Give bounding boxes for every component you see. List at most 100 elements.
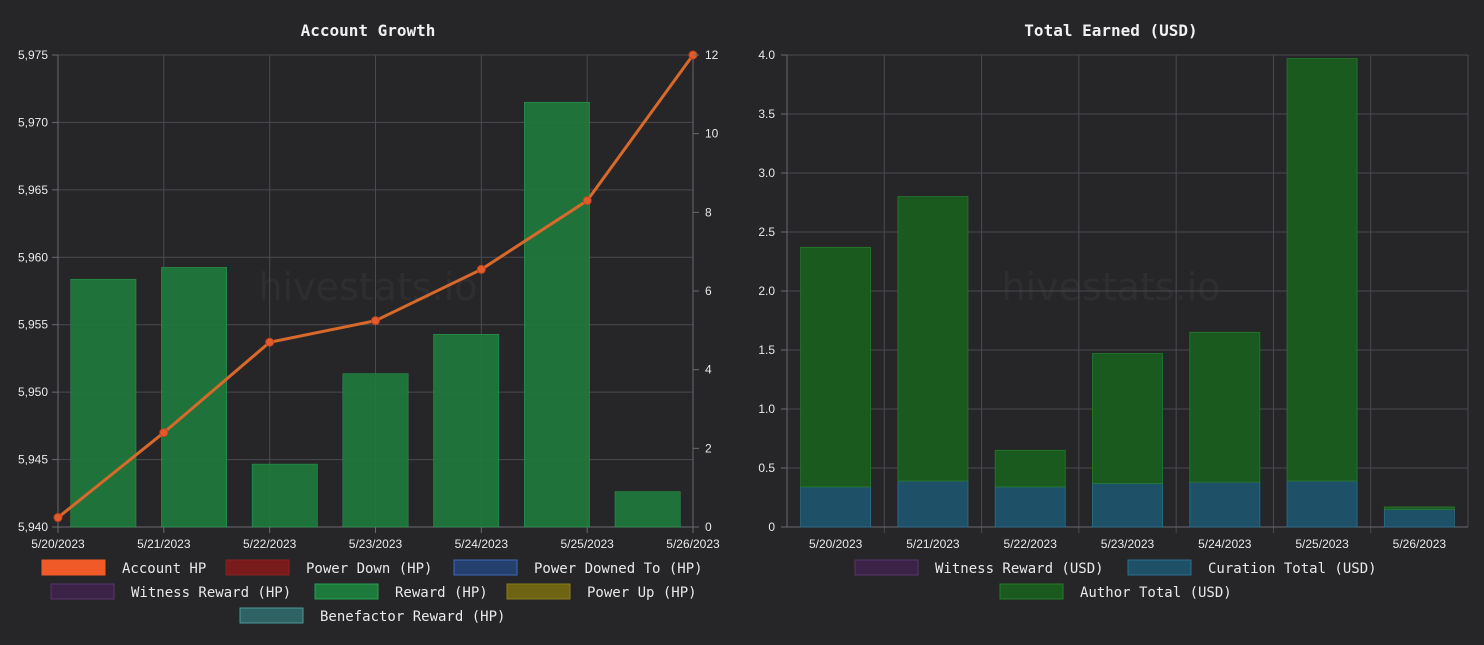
- bar-reward-hp: [251, 463, 318, 528]
- account-growth-panel: Account Growth hivestats.io 5,940 5,945 5,…: [18, 21, 720, 625]
- legend-swatch: [239, 607, 304, 624]
- legend-label: Witness Reward (USD): [935, 561, 1104, 577]
- y-tick-label: 2.5: [758, 225, 775, 239]
- legend-swatch: [225, 559, 290, 576]
- legend-swatch: [314, 583, 379, 600]
- legend-swatch: [50, 583, 115, 600]
- legend-label: Power Down (HP): [306, 561, 432, 577]
- y-tick-label: 3.5: [758, 107, 775, 121]
- y-right-tick-label: 4: [705, 363, 712, 377]
- legend-swatch: [506, 583, 571, 600]
- legend-swatch: [453, 559, 518, 576]
- legend-label: Benefactor Reward (HP): [320, 609, 505, 625]
- y-tick-label: 0.5: [758, 461, 775, 475]
- legend-swatch: [1127, 559, 1192, 576]
- y-tick-label: 4.0: [758, 48, 775, 62]
- x-tick-label: 5/20/2023: [809, 537, 863, 551]
- chart-title: Total Earned (USD): [1024, 21, 1197, 40]
- bar-curation-total: [994, 486, 1066, 528]
- legend-label: Power Downed To (HP): [534, 561, 703, 577]
- y-left-tick-label: 5,950: [18, 385, 48, 399]
- x-tick-label: 5/26/2023: [666, 537, 720, 551]
- point-account-hp: [53, 513, 63, 523]
- bar-curation-total: [1286, 480, 1358, 528]
- legend-label: Reward (HP): [395, 585, 488, 601]
- y-right-tick-label: 2: [705, 441, 712, 455]
- chart-title: Account Growth: [301, 21, 436, 40]
- watermark: hivestats.io: [1001, 265, 1220, 309]
- bar-author-total: [1383, 506, 1455, 510]
- bar-reward-hp: [524, 101, 590, 528]
- y-left-tick-label: 5,945: [18, 453, 48, 467]
- axis-ticks: 0 0.5 1.0 1.5 2.0 2.5 3.0 3.5 4.0 5/20/2023 5/21/2…: [758, 48, 1446, 551]
- bar-reward-hp: [342, 373, 409, 528]
- point-account-hp: [476, 264, 486, 274]
- bar-curation-total: [897, 480, 969, 528]
- y-left-tick-label: 5,940: [18, 520, 48, 534]
- point-account-hp: [371, 316, 380, 326]
- x-tick-label: 5/23/2023: [1101, 537, 1155, 551]
- bar-author-total: [1092, 353, 1163, 484]
- bar-reward-hp: [433, 334, 500, 528]
- x-tick-label: 5/24/2023: [455, 537, 509, 551]
- bar-reward-hp: [614, 491, 681, 528]
- x-tick-label: 5/21/2023: [906, 537, 960, 551]
- legend: Witness Reward (USD) Curation Total (USD)…: [854, 559, 1377, 601]
- y-tick-label: 3.0: [758, 166, 775, 180]
- account-growth-chart: Account Growth hivestats.io 5,9405,9455,…: [18, 21, 720, 625]
- legend-label: Account HP: [122, 561, 206, 577]
- legend-swatch: [854, 559, 919, 576]
- y-left-tick-label: 5,975: [18, 48, 48, 62]
- y-tick-label: 0: [768, 520, 775, 534]
- bar-reward-hp: [161, 267, 227, 528]
- x-tick-label: 5/26/2023: [1393, 537, 1447, 551]
- total-earned-chart: Total Earned (USD) hivestats.io 0 0.5 1.0 1…: [758, 21, 1469, 601]
- bar-curation-total: [1092, 482, 1163, 528]
- y-tick-label: 1.0: [758, 402, 775, 416]
- y-right-tick-label: 6: [705, 284, 712, 298]
- y-right-tick-label: 12: [705, 48, 719, 62]
- legend-label: Author Total (USD): [1080, 585, 1232, 601]
- axis-ticks: 5,940 5,945 5,950 5,955 5,960 5,965 5,970 5,975…: [18, 48, 720, 551]
- y-right-tick-label: 0: [705, 520, 712, 534]
- y-left-tick-label: 5,965: [18, 183, 48, 197]
- bar-author-total: [800, 246, 872, 488]
- y-tick-label: 1.5: [758, 343, 775, 357]
- bar-author-total: [1286, 58, 1358, 482]
- x-tick-label: 5/24/2023: [1198, 537, 1252, 551]
- y-left-tick-label: 5,955: [18, 318, 48, 332]
- y-tick-label: 2.0: [758, 284, 775, 298]
- bar-curation-total: [1189, 481, 1261, 528]
- legend-label: Witness Reward (HP): [131, 585, 291, 601]
- bar-author-total: [994, 449, 1066, 488]
- legend-label: Power Up (HP): [587, 585, 697, 601]
- bar-author-total: [897, 196, 969, 482]
- y-right-tick-label: 8: [705, 205, 712, 219]
- x-tick-label: 5/22/2023: [243, 537, 297, 551]
- y-left-tick-label: 5,970: [18, 115, 48, 129]
- watermark: hivestats.io: [258, 265, 477, 309]
- point-account-hp: [582, 196, 592, 206]
- bar-series: [70, 101, 681, 528]
- x-tick-label: 5/22/2023: [1004, 537, 1058, 551]
- x-tick-label: 5/25/2023: [560, 537, 614, 551]
- point-account-hp: [159, 428, 169, 438]
- y-left-tick-label: 5,960: [18, 250, 48, 264]
- total-earned-panel: Total Earned (USD) hivestats.io 0 0.5 1.0 1…: [742, 0, 1484, 645]
- point-account-hp: [265, 337, 275, 347]
- x-tick-label: 5/21/2023: [137, 537, 191, 551]
- line-series: [53, 50, 698, 523]
- legend: Account HP Power Down (HP) Power Downed To…: [41, 559, 703, 625]
- bar-curation-total: [800, 486, 872, 528]
- legend-swatch: [999, 583, 1064, 600]
- y-right-tick-label: 10: [705, 127, 719, 141]
- bar-series: [800, 58, 1455, 528]
- legend-swatch: [41, 559, 106, 576]
- x-tick-label: 5/20/2023: [31, 537, 85, 551]
- x-tick-label: 5/23/2023: [349, 537, 403, 551]
- x-tick-label: 5/25/2023: [1295, 537, 1349, 551]
- bar-author-total: [1189, 331, 1261, 483]
- bar-reward-hp: [70, 278, 137, 528]
- legend-label: Curation Total (USD): [1208, 561, 1377, 577]
- bar-curation-total: [1383, 508, 1455, 528]
